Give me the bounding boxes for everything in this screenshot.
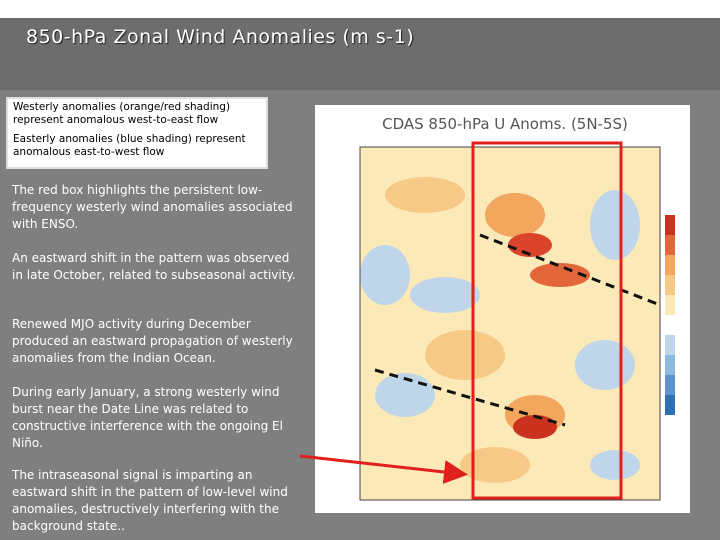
callout-text: Easterly anomalies (blue shading) repres… (13, 133, 246, 158)
highlight-box (471, 141, 623, 500)
hovmoller-figure: CDAS 850-hPa U Anoms. (5N-5S) (315, 105, 690, 513)
callout-box: Westerly anomalies (orange/red shading) … (6, 97, 268, 169)
paragraph: Renewed MJO activity during December pro… (12, 317, 293, 365)
paragraph: An eastward shift in the pattern was obs… (12, 251, 296, 282)
paragraph: The intraseasonal signal is imparting an… (12, 468, 288, 533)
anomaly-field (359, 146, 661, 501)
top-band (0, 0, 720, 18)
colorbar (665, 215, 675, 415)
banner (0, 18, 720, 90)
slide-title: 850-hPa Zonal Wind Anomalies (m s-1) (26, 26, 415, 48)
figure-title: CDAS 850-hPa U Anoms. (5N-5S) (382, 115, 628, 133)
propagation-line (374, 368, 566, 427)
callout-text: Westerly anomalies (orange/red shading) … (13, 101, 231, 126)
paragraph: The red box highlights the persistent lo… (12, 183, 293, 231)
paragraph: During early January, a strong westerly … (12, 385, 283, 450)
propagation-line (479, 233, 661, 307)
